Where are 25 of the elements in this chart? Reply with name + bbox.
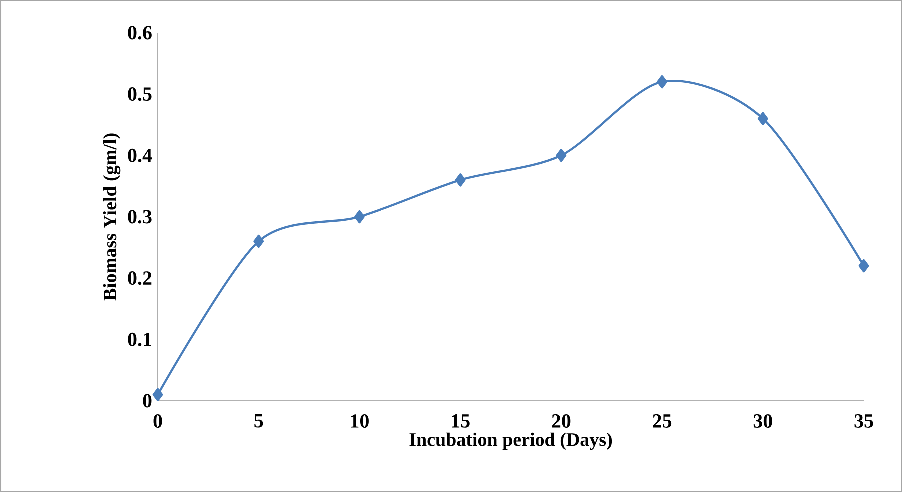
- point: [254, 234, 264, 248]
- y-tick-label: 0.2: [128, 272, 152, 286]
- x-tick-label: 35: [854, 414, 874, 428]
- y-tick-label: 0.1: [128, 332, 152, 346]
- x-tick-label: 30: [754, 414, 772, 428]
- y-tick-label: 0.3: [128, 210, 152, 224]
- point: [758, 112, 768, 126]
- x-tick-label: 25: [653, 414, 672, 428]
- y-tick-label: 0: [143, 394, 152, 408]
- x-axis-title: Incubation period (Days): [410, 432, 612, 450]
- y-tick-label: 0.6: [128, 26, 152, 40]
- y-tick-label: 0.5: [128, 88, 152, 102]
- x-tick-label: 15: [452, 414, 470, 428]
- y-tick-label: 0.4: [128, 148, 152, 162]
- x-tick-label: 5: [254, 414, 264, 428]
- point: [556, 149, 567, 162]
- point: [858, 259, 870, 273]
- point: [152, 388, 164, 402]
- point: [657, 75, 668, 89]
- x-tick-label: 10: [351, 414, 369, 428]
- y-axis-title: Biomass Yield (gm/l): [103, 134, 121, 301]
- x-tick-label: 20: [552, 414, 571, 428]
- x-tick-label: 0: [154, 414, 162, 428]
- point: [354, 210, 365, 224]
- point: [455, 174, 466, 187]
